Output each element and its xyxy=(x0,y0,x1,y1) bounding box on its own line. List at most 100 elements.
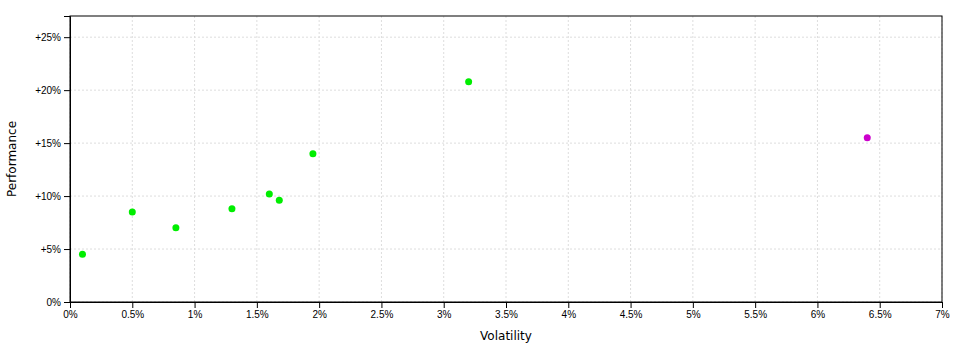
y-tick-label: +5% xyxy=(41,244,61,255)
x-tick: 2.5% xyxy=(371,302,394,320)
x-tick: 0.5% xyxy=(121,302,144,320)
x-tick: 4.5% xyxy=(620,302,643,320)
grid-line-x xyxy=(381,16,382,302)
x-tick-label: 2% xyxy=(312,309,327,320)
x-tick-label: 3% xyxy=(437,309,452,320)
plot-frame xyxy=(70,16,942,302)
x-tick-mark xyxy=(257,302,258,308)
y-tick: +25% xyxy=(35,32,70,43)
y-tick: +10% xyxy=(35,191,70,202)
x-tick-label: 5.5% xyxy=(744,309,767,320)
x-tick-label: 4% xyxy=(562,309,577,320)
point xyxy=(172,224,179,231)
x-tick: 2% xyxy=(312,302,327,320)
y-tick-mark xyxy=(64,249,70,250)
x-tick: 5.5% xyxy=(744,302,767,320)
x-tick-label: 4.5% xyxy=(620,309,643,320)
y-tick-mark xyxy=(64,37,70,38)
grid-line-x xyxy=(755,16,756,302)
x-tick: 3% xyxy=(437,302,452,320)
series xyxy=(79,78,472,258)
y-tick: +5% xyxy=(41,244,70,255)
grid-line-y xyxy=(70,249,942,250)
x-tick: 1.5% xyxy=(246,302,269,320)
point xyxy=(465,78,472,85)
grid-line-y xyxy=(70,143,942,144)
y-tick: +15% xyxy=(35,138,70,149)
x-tick-mark xyxy=(381,302,382,308)
y-tick-label: +25% xyxy=(35,32,61,43)
x-tick-label: 6% xyxy=(811,309,826,320)
grid-line-x xyxy=(443,16,444,302)
grid-line-x xyxy=(879,16,880,302)
x-tick-mark xyxy=(693,302,694,308)
grid-line-x xyxy=(256,16,257,302)
x-tick-mark xyxy=(195,302,196,308)
x-tick-mark xyxy=(880,302,881,308)
grid-line-y xyxy=(70,196,942,197)
x-tick-label: 0.5% xyxy=(121,309,144,320)
y-tick-label: 0% xyxy=(47,297,62,308)
chart: 0% 0.5% 1% 1.5% 2% 2.5% 3% 3.5% 4% 4.5% 5% 5.5% 6% 6.… xyxy=(0,0,966,350)
x-tick-mark xyxy=(444,302,445,308)
y-axis: 0% +5% +10% +15% +20% +25% xyxy=(35,17,70,308)
y-tick: +20% xyxy=(35,85,70,96)
y-tick-label: +10% xyxy=(35,191,61,202)
grid-line-x xyxy=(132,16,133,302)
points xyxy=(79,78,871,258)
y-tick-label: +15% xyxy=(35,138,61,149)
x-tick: 7% xyxy=(935,302,950,320)
x-tick-mark xyxy=(817,302,818,308)
x-tick: 4% xyxy=(562,302,577,320)
point xyxy=(864,134,871,141)
x-tick: 6% xyxy=(811,302,826,320)
x-tick: 3.5% xyxy=(495,302,518,320)
point xyxy=(79,251,86,258)
x-tick-label: 2.5% xyxy=(371,309,394,320)
point xyxy=(309,150,316,157)
point xyxy=(266,190,273,197)
x-tick-label: 0% xyxy=(63,309,78,320)
y-tick-mark xyxy=(64,196,70,197)
grid-line-y xyxy=(70,90,942,91)
y-tick-mark xyxy=(64,143,70,144)
y-tick-mark xyxy=(64,302,70,303)
x-axis: 0% 0.5% 1% 1.5% 2% 2.5% 3% 3.5% 4% 4.5% 5% 5.5% 6% 6.… xyxy=(63,302,950,320)
x-tick-label: 6.5% xyxy=(869,309,892,320)
grid-line-x xyxy=(692,16,693,302)
x-tick-mark xyxy=(506,302,507,308)
x-tick-label: 1% xyxy=(188,309,203,320)
grid-line-x xyxy=(630,16,631,302)
x-tick-label: 3.5% xyxy=(495,309,518,320)
y-tick-label: +20% xyxy=(35,85,61,96)
x-axis-line xyxy=(71,303,943,309)
x-tick-label: 1.5% xyxy=(246,309,269,320)
grid-line-x xyxy=(817,16,818,302)
grid-line-x xyxy=(194,16,195,302)
x-tick: 5% xyxy=(686,302,701,320)
x-tick-mark xyxy=(568,302,569,308)
x-tick-mark xyxy=(631,302,632,308)
grid xyxy=(70,16,942,302)
y-tick-mark xyxy=(64,90,70,91)
y-axis-line xyxy=(64,17,71,303)
series xyxy=(864,134,871,141)
x-tick-label: 5% xyxy=(686,309,701,320)
x-tick: 6.5% xyxy=(869,302,892,320)
point xyxy=(276,197,283,204)
x-tick: 1% xyxy=(188,302,203,320)
x-tick-mark xyxy=(942,302,943,308)
x-tick: 0% xyxy=(63,302,78,320)
x-axis-title: Volatility xyxy=(480,329,532,343)
grid-line-x xyxy=(319,16,320,302)
y-tick: 0% xyxy=(47,297,70,308)
x-tick-mark xyxy=(755,302,756,308)
y-axis-title: Performance xyxy=(5,121,19,197)
grid-line-x xyxy=(506,16,507,302)
x-tick-mark xyxy=(132,302,133,308)
x-tick-label: 7% xyxy=(935,309,950,320)
grid-line-x xyxy=(568,16,569,302)
plot: 0% 0.5% 1% 1.5% 2% 2.5% 3% 3.5% 4% 4.5% 5% 5.5% 6% 6.… xyxy=(35,16,950,320)
x-tick-mark xyxy=(319,302,320,308)
point xyxy=(228,205,235,212)
